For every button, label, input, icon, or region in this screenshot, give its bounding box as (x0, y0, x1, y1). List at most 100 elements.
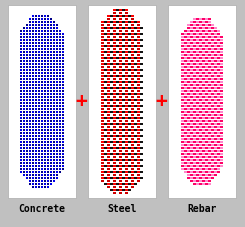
Bar (190, 111, 193, 113)
Bar (28, 131, 31, 134)
Bar (122, 89, 124, 92)
Bar (101, 158, 103, 161)
Bar (52, 128, 55, 131)
Bar (125, 74, 127, 77)
Bar (211, 116, 213, 119)
Bar (217, 126, 220, 128)
Bar (211, 143, 213, 146)
Bar (110, 170, 112, 173)
Bar (217, 84, 220, 86)
Bar (119, 62, 122, 65)
Bar (56, 72, 58, 74)
Bar (181, 168, 184, 170)
Bar (199, 96, 201, 98)
Bar (193, 119, 196, 122)
Bar (128, 170, 131, 173)
Bar (119, 69, 122, 71)
Bar (134, 54, 136, 56)
Bar (190, 66, 193, 68)
Text: +: + (155, 92, 167, 111)
Bar (101, 30, 103, 32)
Bar (23, 116, 25, 119)
Bar (125, 47, 127, 50)
Bar (35, 150, 37, 152)
Bar (196, 177, 198, 179)
Bar (125, 39, 127, 41)
Bar (104, 62, 107, 65)
Bar (23, 153, 25, 155)
Bar (56, 158, 58, 161)
Bar (107, 20, 110, 23)
Bar (202, 24, 205, 26)
Bar (113, 135, 115, 137)
Bar (205, 81, 208, 83)
Bar (49, 126, 52, 128)
Bar (199, 17, 201, 20)
Bar (56, 42, 58, 44)
Bar (211, 150, 213, 152)
Bar (101, 146, 103, 149)
Bar (211, 72, 213, 74)
Bar (220, 50, 222, 53)
Bar (104, 135, 107, 137)
Bar (59, 39, 61, 41)
Bar (37, 104, 40, 107)
Bar (214, 123, 217, 125)
Bar (131, 20, 134, 23)
Bar (140, 108, 143, 110)
Bar (208, 62, 210, 65)
Bar (59, 168, 61, 170)
Bar (56, 143, 58, 146)
Bar (134, 92, 136, 95)
Bar (52, 143, 55, 146)
Bar (28, 17, 31, 20)
Bar (44, 128, 46, 131)
Bar (25, 66, 28, 68)
Bar (202, 183, 205, 185)
Bar (116, 150, 119, 152)
Bar (202, 27, 205, 29)
Bar (214, 74, 217, 77)
Bar (104, 77, 107, 80)
Bar (220, 42, 222, 44)
Bar (23, 173, 25, 176)
Bar (193, 138, 196, 140)
Bar (193, 92, 196, 95)
Bar (110, 155, 112, 158)
Bar (104, 141, 107, 143)
Bar (37, 15, 40, 17)
Bar (56, 111, 58, 113)
Bar (122, 153, 124, 155)
Bar (23, 69, 25, 71)
Bar (47, 44, 49, 47)
Bar (101, 47, 103, 50)
Bar (44, 47, 46, 50)
Bar (49, 50, 52, 53)
Bar (61, 104, 64, 107)
Bar (107, 146, 110, 149)
Bar (184, 165, 186, 167)
Bar (44, 146, 46, 149)
Bar (125, 92, 127, 95)
Bar (128, 119, 131, 122)
Bar (113, 44, 115, 47)
Bar (28, 116, 31, 119)
Bar (134, 30, 136, 32)
Bar (202, 50, 205, 53)
Bar (101, 101, 103, 104)
Bar (59, 47, 61, 50)
Bar (44, 170, 46, 173)
Bar (208, 143, 210, 146)
Bar (128, 30, 131, 32)
Bar (217, 143, 220, 146)
Bar (128, 62, 131, 65)
Bar (181, 155, 184, 158)
Bar (205, 89, 208, 92)
Bar (61, 101, 64, 104)
Bar (184, 57, 186, 59)
Bar (134, 170, 136, 173)
Bar (119, 185, 122, 188)
Bar (122, 74, 124, 77)
Bar (187, 35, 189, 38)
Bar (116, 12, 119, 14)
